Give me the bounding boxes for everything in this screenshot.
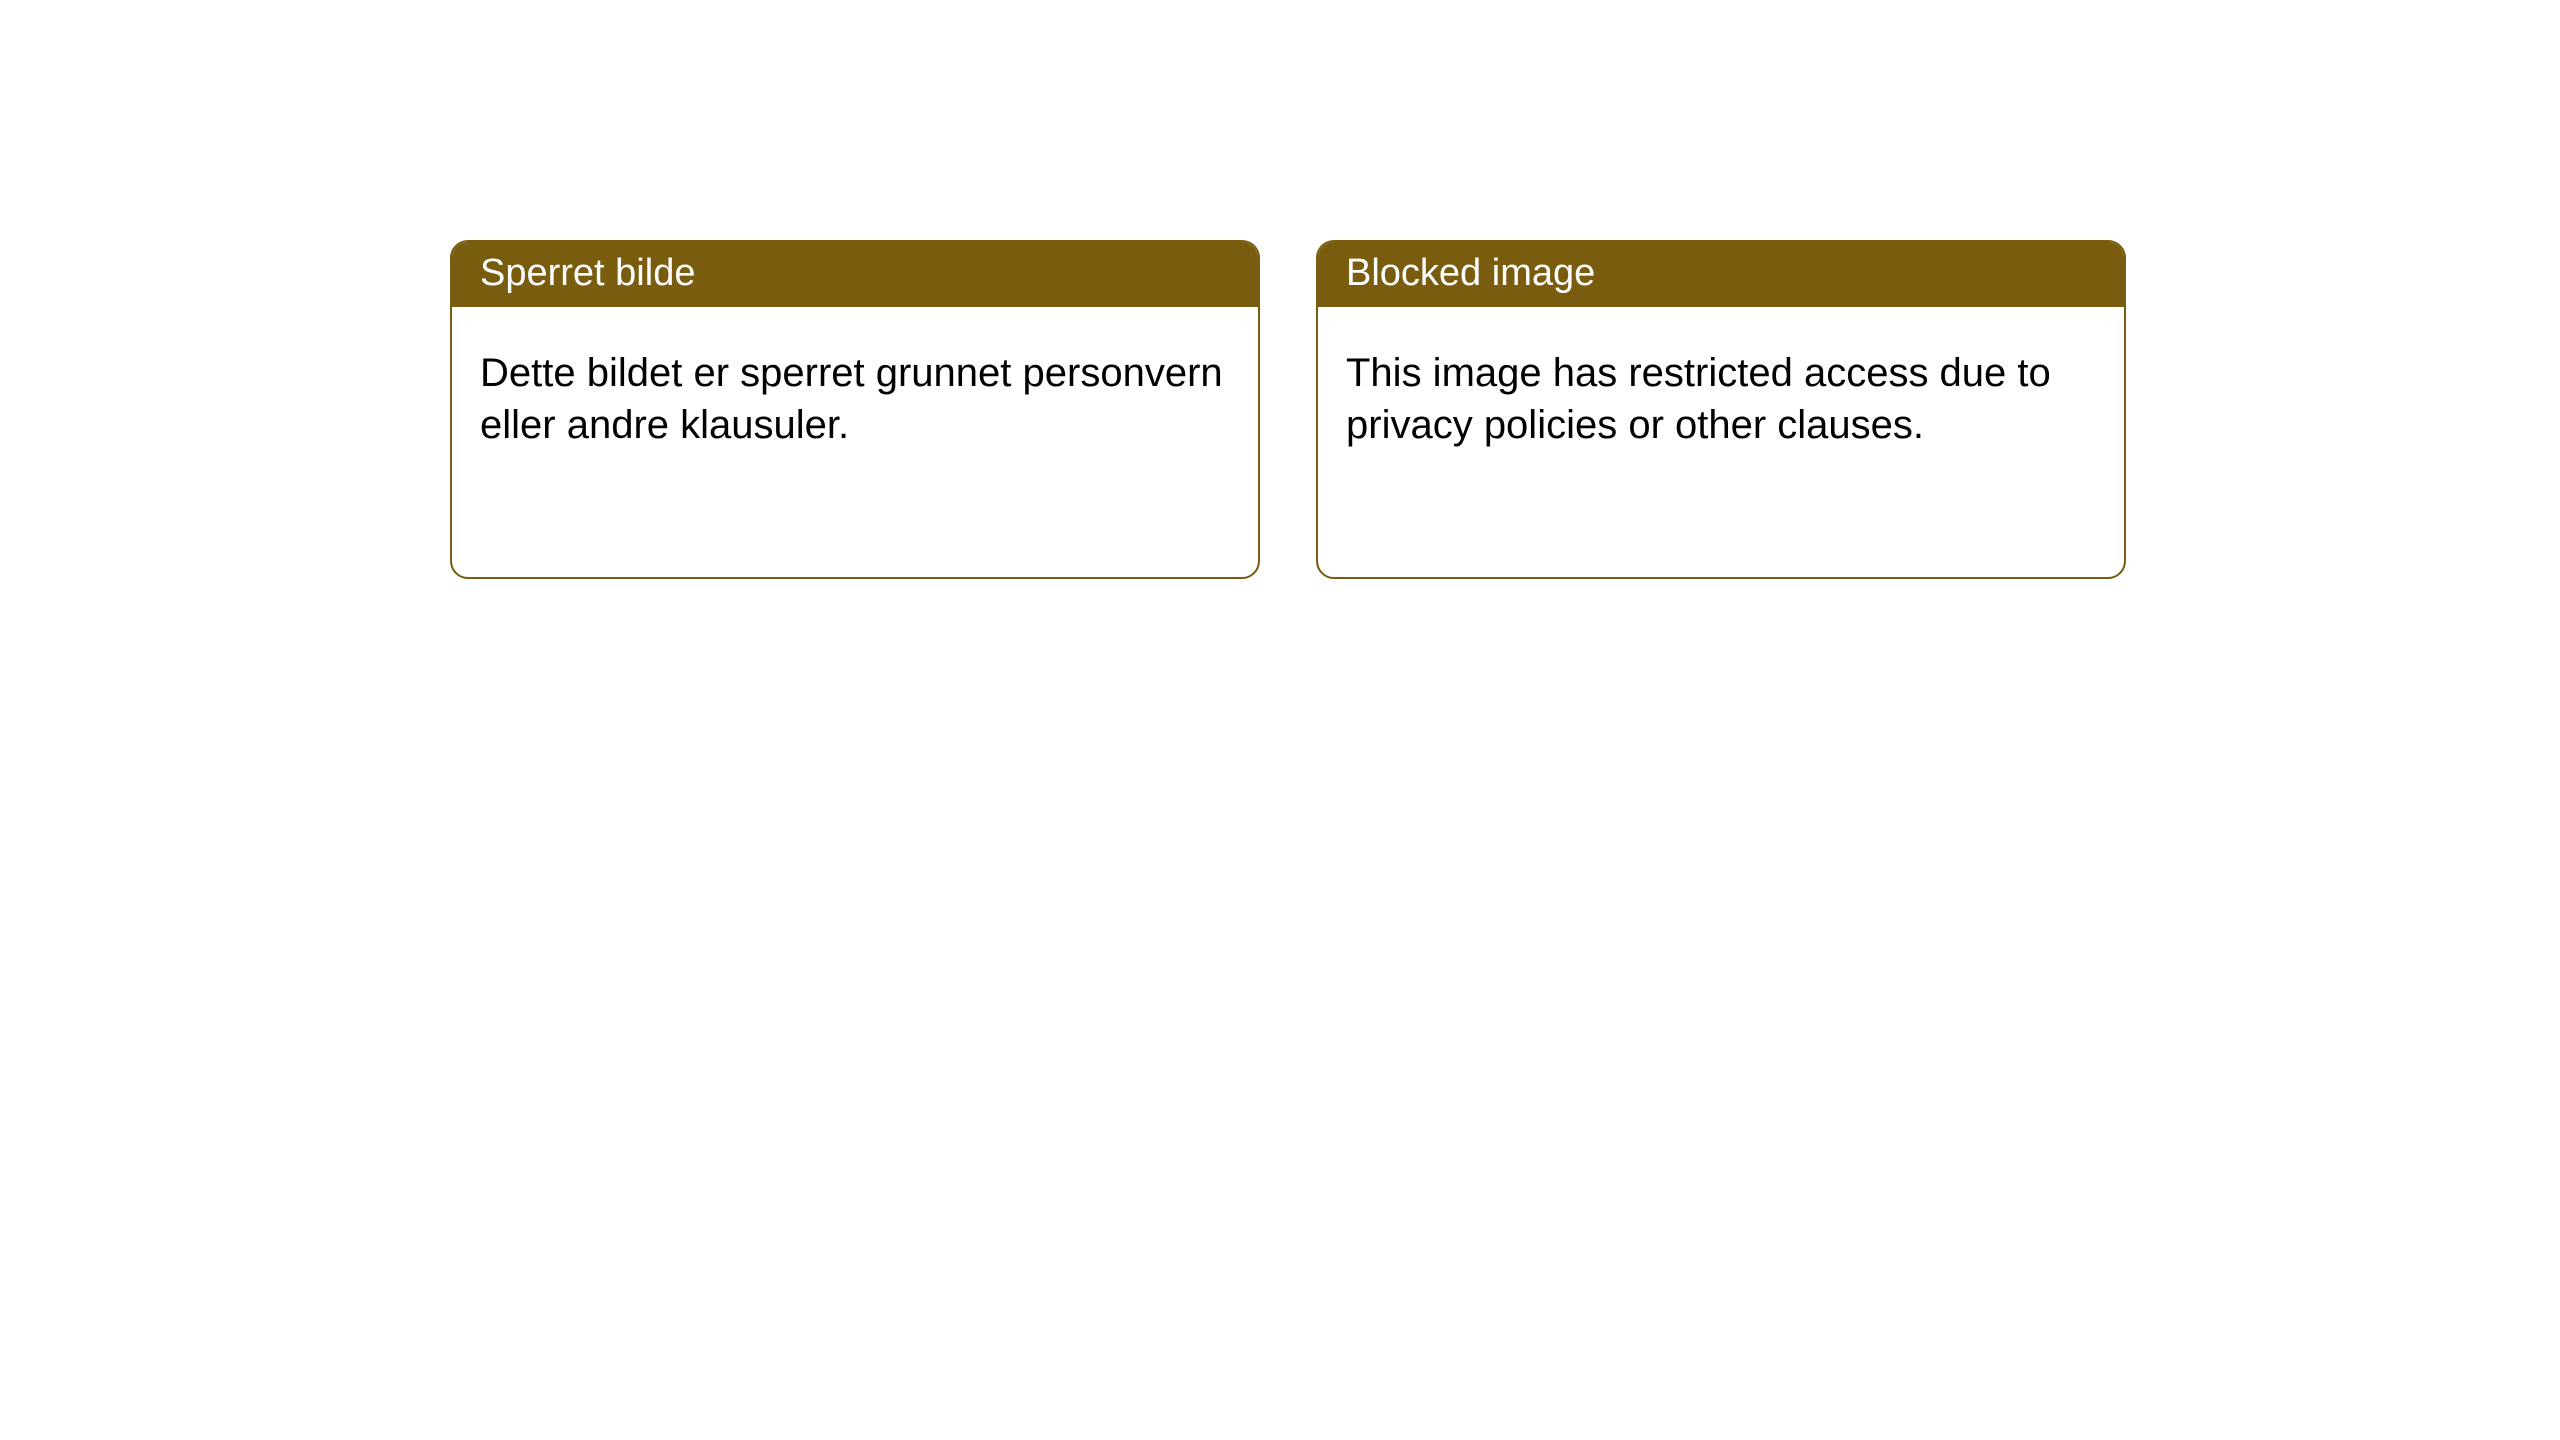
notice-card-english: Blocked image This image has restricted … bbox=[1316, 240, 2126, 579]
notice-body-english: This image has restricted access due to … bbox=[1318, 307, 2124, 577]
notice-container: Sperret bilde Dette bildet er sperret gr… bbox=[0, 0, 2560, 579]
notice-header-english: Blocked image bbox=[1318, 242, 2124, 307]
notice-body-norwegian: Dette bildet er sperret grunnet personve… bbox=[452, 307, 1258, 577]
notice-header-norwegian: Sperret bilde bbox=[452, 242, 1258, 307]
notice-card-norwegian: Sperret bilde Dette bildet er sperret gr… bbox=[450, 240, 1260, 579]
